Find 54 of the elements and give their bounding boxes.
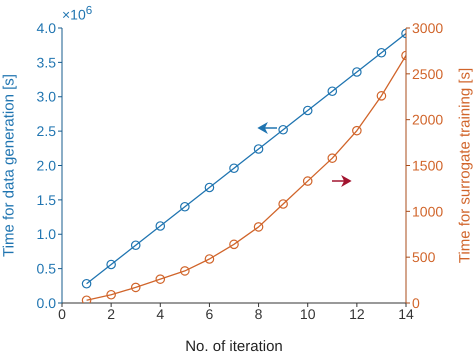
y-axis-title: Time for data generation [s] xyxy=(0,74,18,257)
point xyxy=(278,199,288,209)
x-tick-label: 6 xyxy=(206,306,214,322)
point xyxy=(82,295,92,303)
y-tick-label: 1.0 xyxy=(36,226,56,242)
y2-tick-label: 2500 xyxy=(412,66,444,82)
x-tick-label: 10 xyxy=(300,306,316,322)
y2-tick-label: 0 xyxy=(412,294,420,311)
y2-axis-title: Time for surrogate training [s] xyxy=(456,68,474,264)
point xyxy=(302,106,313,116)
x-tick-label: 14 xyxy=(398,306,414,322)
x-tick-label: 4 xyxy=(156,306,164,322)
point xyxy=(155,221,166,231)
point xyxy=(130,240,141,250)
point xyxy=(204,254,214,264)
point xyxy=(106,260,116,270)
y-tick-label: 2.0 xyxy=(36,157,56,174)
x-tick-label: 0 xyxy=(58,306,66,322)
point xyxy=(130,282,141,292)
y2-tick-label: 3000 xyxy=(412,20,444,36)
point xyxy=(180,202,190,212)
y-tick-label: 1.5 xyxy=(36,192,56,208)
y-tick-label: 3.5 xyxy=(36,54,56,70)
point xyxy=(327,153,338,163)
point xyxy=(376,48,386,58)
y2-tick-label: 2000 xyxy=(412,112,444,128)
point xyxy=(278,124,288,135)
y-tick-label: 0.5 xyxy=(36,260,56,277)
y-tick-label: 3.0 xyxy=(36,88,56,105)
point xyxy=(204,182,214,192)
point xyxy=(352,126,362,136)
point xyxy=(254,222,264,232)
x-tick-label: 2 xyxy=(107,306,116,322)
y-tick-label: 4.0 xyxy=(36,20,56,36)
text: ×10$^{6}$ xyxy=(62,4,92,23)
x-axis-title: No. of iteration xyxy=(185,338,283,355)
point xyxy=(229,163,239,174)
point xyxy=(254,144,264,154)
point xyxy=(106,290,116,300)
point xyxy=(229,240,239,250)
point xyxy=(302,176,313,186)
point xyxy=(82,278,92,289)
point xyxy=(352,67,362,77)
point xyxy=(180,266,190,276)
y-tick-label: 0.0 xyxy=(36,294,56,311)
point xyxy=(327,86,338,96)
y2-tick-label: 1500 xyxy=(412,157,444,174)
point xyxy=(376,91,386,101)
y-tick-label: 2.5 xyxy=(36,123,56,140)
y2-tick-label: 500 xyxy=(412,249,436,266)
x-tick-label: 8 xyxy=(254,306,263,322)
point xyxy=(155,274,166,284)
y2-tick-label: 1000 xyxy=(412,203,444,220)
x-tick-label: 12 xyxy=(349,306,365,322)
